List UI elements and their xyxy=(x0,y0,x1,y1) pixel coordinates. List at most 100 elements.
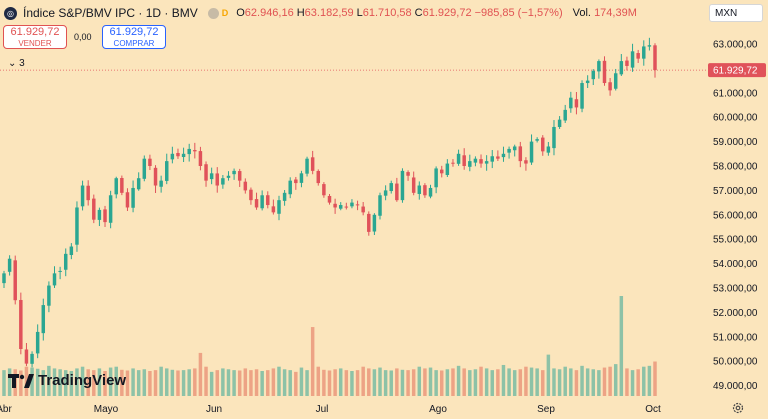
candle-body xyxy=(535,139,539,141)
time-axis[interactable]: Abr Mayo Jun Jul Ago Sep Oct xyxy=(0,404,661,415)
candle-body xyxy=(619,61,624,75)
volume-bar xyxy=(361,366,365,396)
volume-bar xyxy=(490,370,494,396)
candle-body xyxy=(266,195,270,206)
volume-bar xyxy=(254,369,259,396)
x-tick-label: Jul xyxy=(316,404,329,415)
candle-body xyxy=(327,195,332,203)
candle-body xyxy=(226,175,231,178)
candle-body xyxy=(642,46,646,59)
visibility-toggle[interactable]: D xyxy=(207,7,229,19)
volume-bar xyxy=(417,366,422,396)
volume-bar xyxy=(170,369,175,396)
x-tick-label: Jun xyxy=(206,404,222,415)
candle-body xyxy=(114,178,118,195)
indicator-count: 3 xyxy=(19,58,25,69)
volume-bar xyxy=(395,368,399,396)
candle-body xyxy=(198,151,203,166)
candle-body xyxy=(131,187,135,208)
volume-bar xyxy=(501,364,506,396)
candle-body xyxy=(58,270,62,272)
indicators-toggle[interactable]: ⌄ 3 xyxy=(8,58,25,69)
volume-bar xyxy=(153,370,158,396)
buy-button[interactable]: 61.929,72 COMPRAR xyxy=(102,25,166,49)
volume-bar xyxy=(496,369,500,396)
volume-bar xyxy=(198,352,203,396)
delayed-badge: D xyxy=(221,8,229,18)
candle-body xyxy=(569,97,573,109)
gear-icon[interactable] xyxy=(732,402,744,414)
candle-body xyxy=(237,171,242,181)
candle-body xyxy=(417,185,422,194)
candle-body xyxy=(428,187,433,197)
volume-bar xyxy=(92,370,96,396)
volume-bar xyxy=(546,354,551,396)
volume-bar xyxy=(574,370,579,396)
symbol-title[interactable]: Índice S&P/BMV IPC · 1D · BMV xyxy=(23,6,198,20)
volume-bar xyxy=(58,369,62,396)
volume-bar xyxy=(338,368,343,396)
candle-body xyxy=(355,204,360,206)
price-axis[interactable]: 63.000,0062.000,0061.000,0060.000,0059.0… xyxy=(713,40,758,393)
candle-body xyxy=(541,137,545,152)
candle-body xyxy=(7,258,12,272)
candle-body xyxy=(350,202,354,207)
candle-body xyxy=(69,246,74,256)
x-tick-label: Abr xyxy=(0,404,12,415)
candle-body xyxy=(316,170,321,184)
volume-bar xyxy=(591,369,596,396)
candle-body xyxy=(395,183,399,201)
volume-bar xyxy=(30,367,34,396)
volume-bar xyxy=(456,365,461,396)
volume-bar xyxy=(451,368,455,396)
candle-body xyxy=(221,178,225,185)
sell-label: VENDER xyxy=(18,39,52,48)
candle-body xyxy=(299,173,304,183)
candle-body xyxy=(209,173,214,180)
candle-body xyxy=(597,61,601,72)
volume-bar xyxy=(462,368,466,396)
volume-bar xyxy=(529,367,534,396)
volume-bar xyxy=(215,370,219,396)
candle-body xyxy=(181,153,186,158)
candle-body xyxy=(249,189,253,201)
volume-bar xyxy=(69,371,74,396)
volume-bar xyxy=(372,369,377,396)
currency-selector[interactable]: MXN xyxy=(709,4,763,22)
volume-bar xyxy=(209,371,214,396)
candle-body xyxy=(2,273,6,284)
volume-bar xyxy=(249,370,253,396)
price-candles xyxy=(2,37,657,368)
volume-bar xyxy=(193,368,197,396)
volume-bar xyxy=(277,366,281,396)
volume-bar xyxy=(260,371,264,396)
volume-bar xyxy=(557,369,562,396)
candle-body xyxy=(512,146,517,151)
candle-body xyxy=(103,209,107,223)
candle-body xyxy=(625,60,629,66)
candle-body xyxy=(153,167,158,186)
candle-body xyxy=(613,73,618,89)
candle-body xyxy=(636,53,640,59)
sell-button[interactable]: 61.929,72 VENDER xyxy=(3,25,67,49)
candle-body xyxy=(490,156,494,162)
candle-body xyxy=(344,206,349,208)
volume-bar xyxy=(602,367,607,396)
tradingview-watermark[interactable]: TradingView xyxy=(8,372,126,389)
candle-body xyxy=(451,162,455,164)
candle-body xyxy=(338,205,343,209)
y-tick-label: 51.000,00 xyxy=(713,332,758,343)
candle-body xyxy=(630,51,635,68)
volume-bar xyxy=(299,367,304,396)
sell-price: 61.929,72 xyxy=(10,26,60,38)
candle-body xyxy=(479,159,483,164)
y-tick-label: 58.000,00 xyxy=(713,162,758,173)
volume-bar xyxy=(428,367,433,396)
volume-bar xyxy=(479,366,483,396)
ohlc-key: H xyxy=(296,7,305,19)
candle-body xyxy=(30,353,34,364)
candle-body xyxy=(389,183,393,192)
volume-bar xyxy=(563,366,567,396)
y-tick-label: 50.000,00 xyxy=(713,357,758,368)
